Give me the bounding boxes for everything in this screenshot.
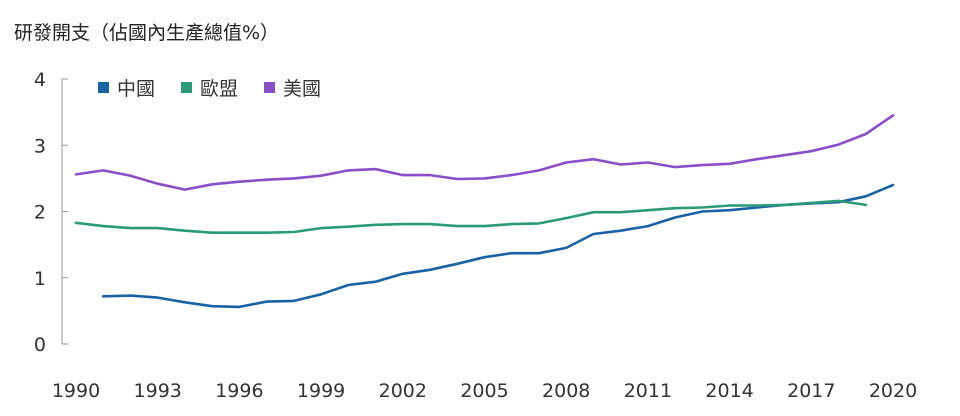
legend-label-us: 美國 (283, 78, 322, 100)
y-tick-label: 4 (34, 69, 46, 91)
legend: 中國 歐盟 美國 (98, 74, 347, 101)
chart-tick-labels: 0 1 2 3 4 1990 1993 1996 1999 2002 2005 2008 2011 201… (34, 69, 917, 402)
x-tick-label: 2011 (624, 380, 672, 402)
x-tick-label: 1999 (297, 380, 345, 402)
x-tick-label: 2020 (869, 380, 917, 402)
legend-label-eu: 歐盟 (200, 78, 239, 100)
y-tick-label: 0 (34, 334, 46, 356)
legend-label-china: 中國 (117, 78, 156, 100)
legend-swatch-china (98, 82, 109, 93)
legend-swatch-us (264, 82, 276, 93)
legend-item-china: 中國 (98, 74, 155, 101)
legend-swatch-eu (181, 82, 193, 93)
y-tick-label: 3 (34, 135, 46, 157)
x-tick-label: 1993 (134, 380, 182, 402)
x-tick-label: 2005 (460, 380, 508, 402)
series-line-eu (74, 199, 868, 234)
y-tick-label: 2 (34, 202, 46, 224)
x-tick-label: 2008 (542, 380, 590, 402)
series-line-us (74, 114, 895, 191)
chart-title: 研發開支（佔國內生產總值%） (14, 22, 280, 44)
y-tick-label: 1 (34, 268, 46, 290)
x-tick-label: 2014 (705, 380, 753, 402)
x-tick-label: 2017 (787, 380, 835, 402)
x-tick-label: 2002 (379, 380, 427, 402)
x-tick-label: 1996 (215, 380, 263, 402)
legend-item-us: 美國 (264, 74, 321, 101)
chart-axes (61, 78, 68, 345)
x-tick-label: 1990 (52, 380, 100, 402)
legend-item-eu: 歐盟 (181, 74, 238, 101)
chart-series (74, 114, 895, 309)
series-line-china (101, 183, 895, 309)
